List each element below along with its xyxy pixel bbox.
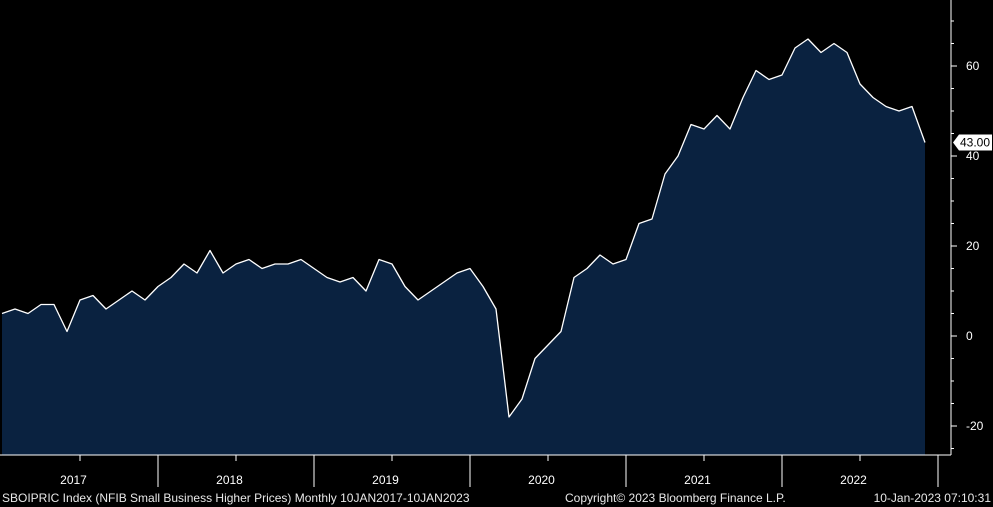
data-point	[196, 272, 199, 275]
data-point	[313, 267, 316, 270]
data-point	[209, 249, 212, 252]
data-point	[820, 51, 823, 54]
series-description: SBOIPRIC Index (NFIB Small Business High…	[2, 491, 470, 505]
data-point	[781, 74, 784, 77]
data-point	[443, 281, 446, 284]
data-point	[144, 299, 147, 302]
data-point	[586, 267, 589, 270]
data-point	[417, 299, 420, 302]
data-point	[27, 312, 30, 315]
footer: SBOIPRIC Index (NFIB Small Business High…	[0, 489, 993, 507]
data-point	[599, 254, 602, 257]
timestamp: 10-Jan-2023 07:10:31	[873, 491, 991, 505]
data-point	[131, 290, 134, 293]
data-point	[222, 272, 225, 275]
data-point	[846, 51, 849, 54]
data-point	[677, 155, 680, 158]
data-point	[118, 299, 121, 302]
data-point	[456, 272, 459, 275]
data-point	[235, 263, 238, 266]
data-point	[365, 290, 368, 293]
data-point	[924, 141, 927, 144]
data-point	[157, 285, 160, 288]
data-point	[625, 258, 628, 261]
y-tick-label: -20	[966, 419, 984, 433]
x-tick-label: 2018	[216, 473, 243, 487]
plot-area	[1, 38, 927, 455]
x-tick-label: 2021	[684, 473, 711, 487]
y-tick-label: 40	[966, 149, 980, 163]
last-value-label: 43.00	[960, 136, 990, 150]
copyright-text: Copyright© 2023 Bloomberg Finance L.P.	[565, 491, 786, 505]
x-tick-label: 2019	[372, 473, 399, 487]
data-point	[105, 308, 108, 311]
data-point	[651, 218, 654, 221]
data-point	[53, 303, 56, 306]
y-axis: -20 0 20 40 60 43.00	[950, 0, 992, 455]
data-point	[287, 263, 290, 266]
series-line	[1, 38, 926, 418]
data-point	[326, 276, 329, 279]
data-point	[521, 398, 524, 401]
data-point	[92, 294, 95, 297]
data-point	[898, 110, 901, 113]
last-value-box	[953, 134, 992, 151]
data-point	[742, 96, 745, 99]
data-point	[768, 78, 771, 81]
y-tick-label: 20	[966, 239, 980, 253]
data-point	[807, 38, 810, 41]
data-point	[495, 308, 498, 311]
data-point	[248, 258, 251, 261]
x-axis: 2017 2018 2019 2020 2021 2022	[0, 454, 951, 487]
data-point	[560, 330, 563, 333]
data-point	[755, 69, 758, 72]
data-point	[482, 285, 485, 288]
x-tick-label: 2020	[528, 473, 555, 487]
data-point	[183, 263, 186, 266]
data-point	[430, 290, 433, 293]
data-point	[508, 416, 511, 419]
data-point	[872, 96, 875, 99]
data-point	[794, 47, 797, 50]
data-point	[300, 258, 303, 261]
x-tick-label: 2017	[60, 473, 87, 487]
data-point	[378, 258, 381, 261]
data-point	[885, 105, 888, 108]
data-point	[40, 303, 43, 306]
data-point	[274, 263, 277, 266]
data-point	[534, 357, 537, 360]
data-point	[66, 330, 69, 333]
data-point	[729, 128, 732, 131]
data-point	[859, 83, 862, 86]
data-point	[79, 299, 82, 302]
y-tick-label: 60	[966, 59, 980, 73]
data-point	[690, 123, 693, 126]
data-point	[14, 308, 17, 311]
data-point	[352, 276, 355, 279]
data-point	[1, 312, 4, 315]
data-point	[612, 263, 615, 266]
data-point	[716, 114, 719, 117]
data-point	[469, 267, 472, 270]
data-point	[573, 276, 576, 279]
data-point	[638, 222, 641, 225]
data-point	[703, 128, 706, 131]
data-point	[391, 263, 394, 266]
last-value-callout: 43.00	[953, 134, 992, 151]
data-point	[339, 281, 342, 284]
data-point	[833, 42, 836, 45]
data-point	[404, 285, 407, 288]
data-point	[170, 276, 173, 279]
y-tick-label: 0	[966, 329, 973, 343]
data-point	[261, 267, 264, 270]
series-area	[2, 39, 925, 455]
data-point	[547, 344, 550, 347]
x-tick-label: 2022	[840, 473, 867, 487]
data-point	[911, 105, 914, 108]
data-point	[664, 173, 667, 176]
